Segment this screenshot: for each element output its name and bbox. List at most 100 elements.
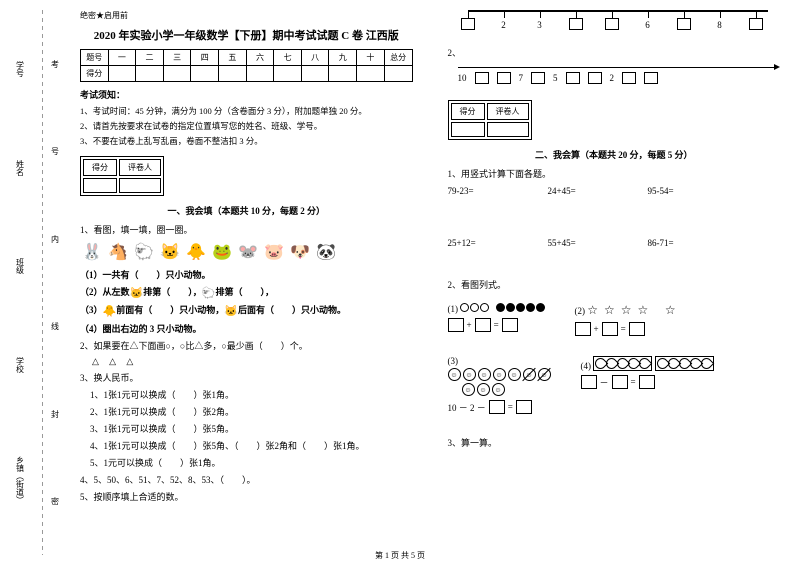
sheep-icon: 🐑 xyxy=(202,287,216,299)
seal-char: 号 xyxy=(50,143,61,159)
calc-row: 25+12= 55+45= 86-71= xyxy=(448,238,781,248)
blank-box[interactable] xyxy=(448,318,464,332)
lbl: (2) xyxy=(575,306,586,316)
blank-box[interactable] xyxy=(588,72,602,84)
table-row: 题号 一 二 三 四 五 六 七 八 九 十 总分 xyxy=(81,50,413,66)
q3-4: 4、1张1元可以换成（ ）张5角、（ ）张2角和（ ）张1角。 xyxy=(90,439,413,452)
blank-box[interactable] xyxy=(489,400,505,414)
blank-box[interactable] xyxy=(475,72,489,84)
q1-4: （4）圈出右边的 3 只小动物。 xyxy=(80,322,413,335)
notice-item: 2、请首先按要求在试卷的指定位置填写您的姓名、班级、学号。 xyxy=(80,120,413,132)
face-icon: ☺ xyxy=(492,383,505,396)
blank-box[interactable] xyxy=(629,322,645,336)
lbl: (3) xyxy=(448,356,459,366)
pic-q1: (1) += xyxy=(448,303,545,340)
blank-box[interactable] xyxy=(602,322,618,336)
black-circle-icon xyxy=(496,303,505,312)
equation: += xyxy=(448,318,545,332)
blank-box[interactable] xyxy=(612,375,628,389)
blank-box[interactable] xyxy=(516,400,532,414)
lbl: (1) xyxy=(448,304,459,314)
horse-icon: 🐴 xyxy=(106,240,130,264)
left-margin: 学号 姓名 班级 学校 乡镇（街道） xyxy=(0,0,40,565)
secret-label: 绝密★启用前 xyxy=(80,10,413,21)
q5: 5、按顺序填上合适的数。 xyxy=(80,490,413,503)
num: 10 xyxy=(458,73,467,83)
face-icon: ☺ xyxy=(463,368,476,381)
blank-box[interactable] xyxy=(566,72,580,84)
num: 7 xyxy=(519,73,524,83)
star-icon: ☆ xyxy=(621,303,632,318)
margin-label: 乡镇（街道） xyxy=(15,452,26,508)
q2: 2、如果要在△下面画○，○比△多，○最少画（ ）个。 xyxy=(80,339,413,352)
notice-title: 考试须知： xyxy=(80,88,413,101)
th: 二 xyxy=(136,50,164,66)
margin-label: 学校 xyxy=(15,353,26,377)
star-icon: ☆ xyxy=(587,303,598,318)
number-line-2: 10 7 5 2 xyxy=(458,72,781,84)
triangles: △ △ △ xyxy=(92,356,413,367)
face-crossed-icon: ☺ xyxy=(538,368,551,381)
section-2-title: 二、我会算（本题共 20 分，每题 5 分） xyxy=(448,148,781,161)
left-column: 绝密★启用前 2020 年实验小学一年级数学【下册】期中考试试题 C 卷 江西版… xyxy=(65,0,433,565)
white-circle-icon xyxy=(480,303,489,312)
blank-box[interactable] xyxy=(639,375,655,389)
number-line-2-label: 2、 xyxy=(448,46,781,59)
cat-icon: 🐱 xyxy=(158,240,182,264)
equation: 10 － 2 －= xyxy=(448,400,551,414)
q3-5: 5、1元可以换成（ ）张1角。 xyxy=(90,456,413,469)
margin-label: 姓名 xyxy=(15,156,26,180)
q1-1: （1）一共有（ ）只小动物。 xyxy=(80,268,413,281)
blank-box[interactable] xyxy=(644,72,658,84)
label: 得分 xyxy=(83,159,117,176)
td: 得分 xyxy=(81,66,109,82)
lbl: (4) xyxy=(581,361,592,371)
q3-3: 3、1张1元可以换成（ ）张5角。 xyxy=(90,422,413,435)
eq-text: 10 － 2 － xyxy=(448,401,486,414)
pic-q4: (4) －= xyxy=(581,356,714,418)
table-row: 得分 xyxy=(81,66,413,82)
dog-icon: 🐶 xyxy=(288,240,312,264)
stars-group: ☆☆☆☆ ☆ xyxy=(587,303,675,318)
calc: 24+45= xyxy=(548,186,608,196)
calc-row: 79-23= 24+45= 95-54= xyxy=(448,186,781,196)
face-icon: ☺ xyxy=(462,383,475,396)
th: 七 xyxy=(274,50,302,66)
blank-box[interactable] xyxy=(497,72,511,84)
face-icon: ☺ xyxy=(508,368,521,381)
blank-box[interactable] xyxy=(475,318,491,332)
blank-box[interactable] xyxy=(531,72,545,84)
number-line-1: 2 3 6 8 xyxy=(468,10,768,30)
panda-icon: 🐼 xyxy=(314,240,338,264)
seal-char: 密 xyxy=(50,493,61,509)
section-1-title: 一、我会填（本题共 10 分，每题 2 分） xyxy=(80,204,413,217)
q1-2: （2）从左数🐱排第（ ），🐑排第（ ）， xyxy=(80,285,413,299)
q3: 3、换人民币。 xyxy=(80,371,413,384)
score-table: 题号 一 二 三 四 五 六 七 八 九 十 总分 得分 xyxy=(80,49,413,82)
calc: 25+12= xyxy=(448,238,508,248)
seal-char: 考 xyxy=(50,56,61,72)
label: 评卷人 xyxy=(487,103,529,120)
faces-row: ☺☺☺☺☺ ☺☺ xyxy=(448,368,551,381)
right-column: 2 3 6 8 2、 10 7 5 2 得分评卷人 二、我会算（本题共 20 分… xyxy=(433,0,800,565)
face-icon: ☺ xyxy=(493,368,506,381)
th: 九 xyxy=(329,50,357,66)
face-icon: ☺ xyxy=(448,368,461,381)
q1-3: （3）🐥前面有（ ）只小动物，🐱后面有（ ）只小动物。 xyxy=(80,303,413,317)
s2-q1: 1、用竖式计算下面各题。 xyxy=(448,167,781,180)
blank-box[interactable] xyxy=(622,72,636,84)
label: 评卷人 xyxy=(119,159,161,176)
frog-icon: 🐸 xyxy=(210,240,234,264)
blank-box[interactable] xyxy=(502,318,518,332)
moon-icon xyxy=(698,356,714,372)
th: 题号 xyxy=(81,50,109,66)
calc: 79-23= xyxy=(448,186,508,196)
blank-box[interactable] xyxy=(581,375,597,389)
seal-char: 封 xyxy=(50,406,61,422)
moon-icon xyxy=(637,356,653,372)
blank-box[interactable] xyxy=(575,322,591,336)
th: 五 xyxy=(219,50,247,66)
star-icon: ☆ xyxy=(638,303,649,318)
circles-group xyxy=(460,303,489,312)
black-circle-icon xyxy=(536,303,545,312)
